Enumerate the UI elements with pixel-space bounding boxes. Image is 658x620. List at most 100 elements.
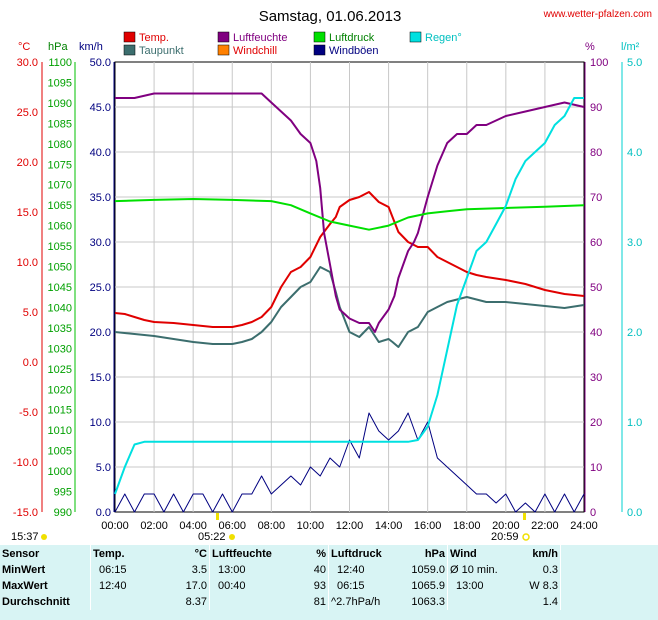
time-tick-label: 00:00 <box>101 520 129 532</box>
time-tick-label: 16:00 <box>414 520 442 532</box>
time-tick-label: 06:00 <box>218 520 246 532</box>
wind-val: 1.4 <box>542 596 558 608</box>
hdr-wind-unit: km/h <box>532 547 558 560</box>
legend-swatch-taupunkt <box>123 44 136 56</box>
hum-val: 40 <box>313 564 326 576</box>
row-label: MinWert <box>2 564 46 576</box>
stats-table-panel: Sensor Temp. °C Luftfeuchte % Luftdruck … <box>0 545 658 620</box>
press-tick-label: 1080 <box>48 139 72 151</box>
hum-time: 00:40 <box>209 578 294 594</box>
site-url[interactable]: www.wetter-pfalzen.com <box>543 9 652 20</box>
wind-tick-label: 10.0 <box>90 417 111 429</box>
wind-tick-label: 25.0 <box>90 282 111 294</box>
press-tick-label: 1085 <box>48 118 72 130</box>
press-tick-label: 1025 <box>48 364 72 376</box>
sunrise-icon <box>229 534 235 540</box>
temp-tick-label: -5.0 <box>19 407 38 419</box>
press-tick-label: 1095 <box>48 77 72 89</box>
hum-tick-label: 100 <box>590 57 608 69</box>
hum-tick-label: 70 <box>590 192 602 204</box>
legend-label-taupunkt: Taupunkt <box>139 45 184 57</box>
temp-tick-label: 5.0 <box>23 307 38 319</box>
legend-swatch-windchill <box>217 44 230 56</box>
left-time-label: 15:37 <box>11 531 39 543</box>
time-tick-label: 22:00 <box>531 520 559 532</box>
press-tick-label: 1040 <box>48 302 72 314</box>
time-tick-label: 14:00 <box>375 520 403 532</box>
hdr-hum: Luftfeuchte <box>209 545 294 562</box>
temp-tick-label: -15.0 <box>13 507 38 519</box>
hum-tick-label: 80 <box>590 147 602 159</box>
time-tick-label: 20:00 <box>492 520 520 532</box>
rain-tick-label: 3.0 <box>627 237 642 249</box>
sunset-marker <box>523 513 526 520</box>
temp-val: 17.0 <box>185 580 207 592</box>
row-label: Durchschnitt <box>2 596 70 608</box>
press-tick-label: 1035 <box>48 323 72 335</box>
press-tick-label: 1055 <box>48 241 72 253</box>
hdr-press-unit: hPa <box>424 547 445 560</box>
hdr-hum-unit: % <box>316 547 326 560</box>
unit-hum: % <box>585 41 595 53</box>
legend-swatch-temp <box>123 31 136 43</box>
sunset-icon <box>522 533 530 541</box>
rain-tick-label: 4.0 <box>627 147 642 159</box>
unit-press: hPa <box>48 41 68 53</box>
hdr-wind: Wind <box>447 545 508 562</box>
hum-val: 81 <box>313 596 326 608</box>
time-tick-label: 18:00 <box>453 520 481 532</box>
press-tick-label: 1045 <box>48 282 72 294</box>
unit-temp: °C <box>18 41 30 53</box>
time-tick-label: 12:00 <box>336 520 364 532</box>
hdr-temp-unit: °C <box>194 547 207 560</box>
chart-series <box>114 92 585 513</box>
sunrise-marker <box>216 513 219 520</box>
series-line-regen <box>114 97 584 495</box>
row-label: MaxWert <box>2 580 48 592</box>
unit-wind: km/h <box>79 41 103 53</box>
legend-label-windboeen: Windböen <box>329 45 379 57</box>
temp-tick-label: 10.0 <box>17 257 38 269</box>
press-tick-label: 1005 <box>48 446 72 458</box>
wind-time <box>447 594 508 610</box>
wind-tick-label: 40.0 <box>90 147 111 159</box>
press-tick-label: 1050 <box>48 262 72 274</box>
press-val: 1063.3 <box>411 596 445 608</box>
press-tick-label: 1060 <box>48 221 72 233</box>
hdr-press: Luftdruck <box>328 545 395 562</box>
sun-markers: 15:37 05:22 20:59 <box>11 513 530 543</box>
time-tick-label: 02:00 <box>140 520 168 532</box>
press-val: 1059.0 <box>411 564 445 576</box>
temp-time: 06:15 <box>90 562 155 578</box>
wind-tick-label: 15.0 <box>90 372 111 384</box>
legend: Temp. Taupunkt Luftfeuchte Windchill Luf… <box>123 31 462 57</box>
press-tick-label: 1000 <box>48 466 72 478</box>
rain-tick-label: 5.0 <box>627 57 642 69</box>
temp-time <box>90 594 155 610</box>
temp-val: 8.37 <box>185 596 207 608</box>
hum-time <box>209 594 294 610</box>
hum-tick-label: 50 <box>590 282 602 294</box>
wind-tick-label: 45.0 <box>90 102 111 114</box>
temp-tick-label: 25.0 <box>17 107 38 119</box>
press-tick-label: 1010 <box>48 425 72 437</box>
rain-tick-label: 2.0 <box>627 327 642 339</box>
wind-tick-label: 0.0 <box>96 507 111 519</box>
wind-tick-label: 35.0 <box>90 192 111 204</box>
legend-swatch-regen <box>409 31 422 43</box>
press-tick-label: 1075 <box>48 159 72 171</box>
chart-title: Samstag, 01.06.2013 <box>259 8 402 25</box>
left-sun-icon <box>41 534 47 540</box>
wind-time: Ø 10 min. <box>447 562 508 578</box>
legend-label-regen: Regen° <box>425 32 462 44</box>
legend-label-luftdruck: Luftdruck <box>329 32 375 44</box>
press-tick-label: 990 <box>54 507 72 519</box>
series-line-luftdruck <box>114 198 585 231</box>
wind-tick-label: 20.0 <box>90 327 111 339</box>
stats-row-max: MaxWert 12:40 17.0 00:40 93 06:15 1065.9… <box>0 578 655 594</box>
series-line-taupunkt <box>114 266 585 348</box>
legend-label-luftfeuchte: Luftfeuchte <box>233 32 287 44</box>
temp-time: 12:40 <box>90 578 155 594</box>
press-time: 12:40 <box>328 562 395 578</box>
legend-label-temp: Temp. <box>139 32 169 44</box>
